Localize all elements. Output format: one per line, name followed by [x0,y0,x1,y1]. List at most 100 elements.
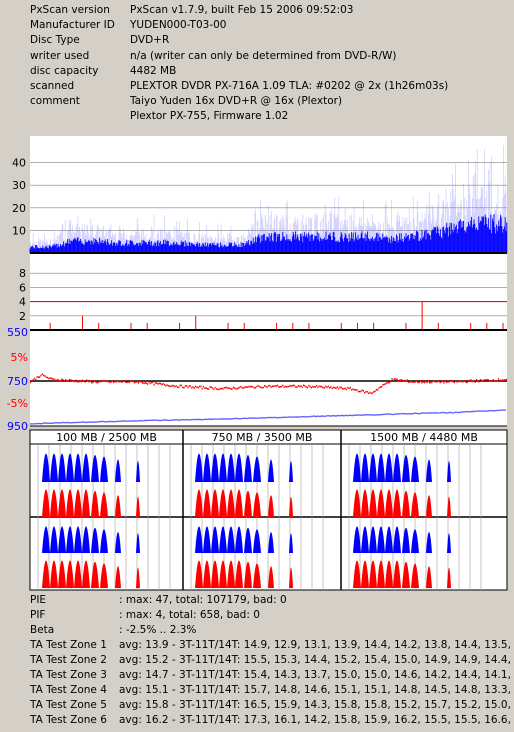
beta-point [362,390,364,392]
beta-point [183,386,185,389]
beta-series [30,373,507,395]
beta-point [262,386,264,389]
beta-point [119,380,121,383]
beta-point [215,388,218,390]
beta-point [438,379,440,382]
beta-point [40,374,42,377]
beta-point [257,384,259,387]
beta-point [314,386,316,388]
beta-point [230,388,232,390]
beta-point [466,381,468,383]
beta-point [199,385,201,388]
beta-point [150,381,153,384]
beta-point [449,379,452,382]
beta-point [92,381,94,384]
beta-point [504,379,506,381]
beta-point [313,386,315,388]
beta-point [158,382,160,385]
beta-point [405,380,407,382]
beta-point [241,387,244,389]
beta-point [478,380,480,383]
beta-point [498,378,500,380]
beta-point [482,379,484,382]
beta-point [48,377,50,380]
beta-point [397,379,400,382]
beta-point [379,386,381,388]
beta-point [76,380,78,383]
beta-point [108,380,110,383]
beta-point [368,392,370,395]
beta-point [336,386,338,388]
ta-peak [411,563,419,588]
beta-point [175,385,177,387]
beta-point [357,390,359,393]
beta-point [124,381,127,383]
beta-point [292,384,294,387]
beta-point [156,382,158,385]
beta-point [353,388,355,391]
ta-peak [361,489,369,517]
ta-peak [136,567,140,588]
ta-peak [219,489,227,517]
ta-peak [235,526,243,553]
ta-peak [42,453,50,482]
beta-point [178,386,180,389]
beta-point [374,390,376,393]
beta-point [360,390,362,393]
beta-point [157,383,159,385]
beta-point [423,381,426,384]
ta-peak [227,453,235,482]
beta-point [184,385,186,387]
beta-point [277,384,279,387]
beta-point [227,387,229,390]
beta-point [394,378,396,380]
beta-point [186,384,188,387]
beta-point [280,385,283,388]
beta-point [356,389,358,391]
beta-point [117,380,119,382]
ta-peak [385,453,393,482]
beta-point [223,387,225,389]
beta-point [101,380,103,382]
beta-point [351,389,353,391]
ta-peak [369,453,377,482]
stat-label: TA Test Zone 5 [30,699,107,711]
info-value: PxScan v1.7.9, built Feb 15 2006 09:52:0… [130,4,354,16]
beta-point [265,385,267,388]
beta-point [407,379,409,381]
beta-point [208,388,210,390]
beta-point [443,382,445,384]
scan-charts: 10 20 30 40 24 68 550 5% 750 -5% 950 100 MB / 2500 … [7,136,508,591]
ta-peak [447,496,451,517]
beta-point [316,384,318,387]
beta-point [440,381,442,383]
info-label: writer used [30,49,90,62]
beta-point [91,381,93,384]
ta-peak [100,563,108,588]
beta-point [395,378,397,380]
ta-peak [253,456,261,482]
beta-point [410,380,413,383]
beta-point [110,380,112,383]
beta-point [479,378,481,381]
beta-point [228,387,231,389]
ta-peak [115,532,121,553]
ta-peak [91,527,99,553]
beta-point [288,385,290,388]
beta-point [404,379,406,382]
beta-point [249,385,251,388]
ta-peak [235,489,243,517]
beta-point [340,386,342,389]
beta-point [31,380,33,383]
stat-value: : -2.5% .. 2.3% [119,624,197,636]
ta-peak [353,453,361,482]
beta-point [332,386,335,389]
ta-peak [377,453,385,482]
beta-point [303,384,305,387]
ta-peak [268,459,274,482]
ta-peak [244,561,252,588]
ta-peak [115,566,121,588]
beta-point [464,380,466,382]
beta-point [427,380,429,382]
beta-point [140,381,142,383]
